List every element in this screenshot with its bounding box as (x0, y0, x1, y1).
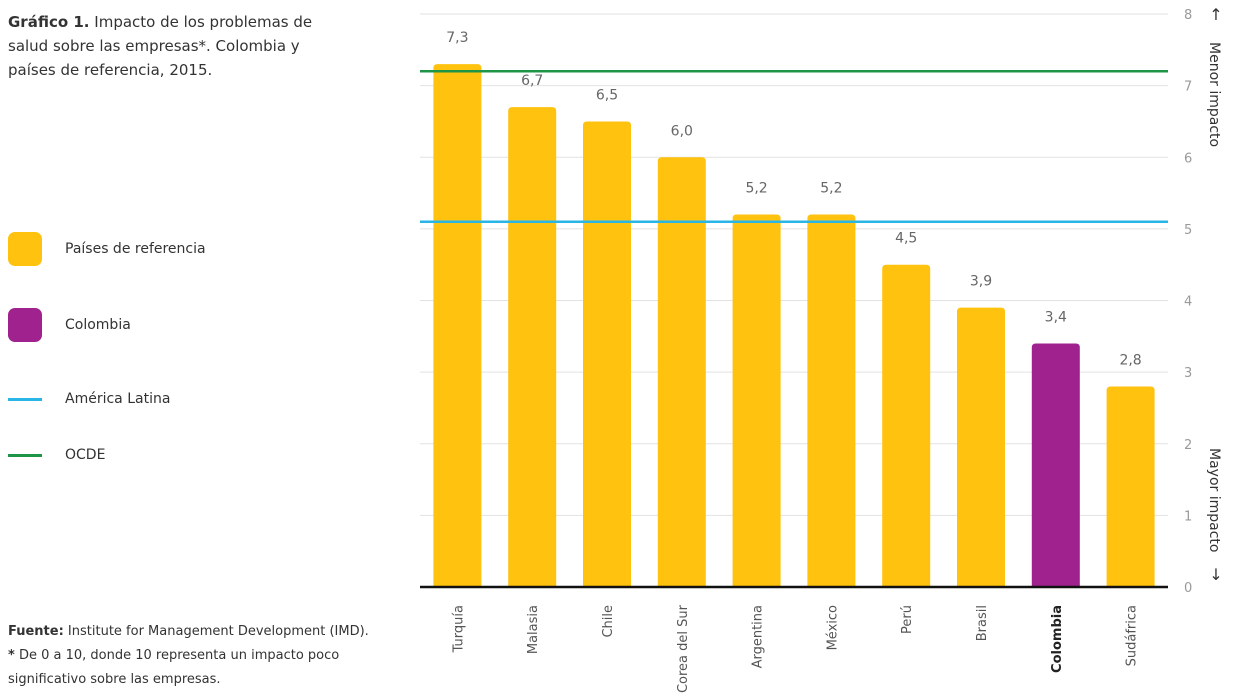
category-label-argentina: Argentina (751, 605, 766, 668)
legend-label-america-latina: América Latina (65, 391, 171, 407)
bars (433, 64, 1155, 588)
legend-item-paises-referencia: Países de referencia (8, 232, 268, 268)
category-label-turquia: Turquía (451, 605, 466, 653)
value-label-turquia: 7,3 (446, 30, 468, 46)
legend-swatch-colombia (8, 308, 42, 342)
legend-line-america-latina (8, 398, 42, 401)
category-labels: Turquía Malasia Chile Corea del Sur Argentin… (451, 604, 1139, 693)
footer-source-text: Institute for Management Development (IM… (63, 624, 369, 639)
bar-turquia (433, 64, 482, 587)
y-bottom-note: Mayor impacto (1206, 448, 1222, 552)
legend-item-ocde: OCDE (8, 438, 268, 474)
value-labels: 7,3 6,7 6,5 6,0 5,2 5,2 4,5 3,9 3,4 2,8 (446, 30, 1141, 368)
bar-malasia (508, 107, 557, 588)
category-label-peru: Perú (900, 605, 915, 634)
category-label-mexico: México (825, 605, 840, 650)
legend-label-paises-referencia: Países de referencia (65, 241, 206, 257)
bar-argentina (732, 214, 781, 588)
y-tick-5: 5 (1184, 223, 1192, 238)
chart-title-bold: Gráfico 1. (8, 13, 90, 31)
y-tick-8: 8 (1184, 8, 1192, 23)
legend-swatch-paises-referencia (8, 232, 42, 266)
chart-title-text: Impacto de los problemas de salud sobre … (8, 13, 313, 79)
bar-mexico (807, 214, 856, 588)
legend-item-colombia: Colombia (8, 308, 268, 344)
bar-chile (583, 121, 631, 587)
y-top-note: Menor impacto (1206, 42, 1222, 147)
legend-label-colombia: Colombia (65, 317, 131, 333)
value-label-sudafrica: 2,8 (1119, 352, 1141, 368)
y-tick-3: 3 (1184, 366, 1192, 381)
reference-lines (420, 70, 1168, 223)
category-label-sudafrica: Sudáfrica (1125, 605, 1140, 666)
footer-note: * De 0 a 10, donde 10 representa un impa… (8, 644, 408, 692)
y-axis-ticks: 0 1 2 3 4 5 6 7 8 (1184, 8, 1192, 596)
bar-corea-del-sur (657, 157, 706, 587)
y-tick-0: 0 (1184, 581, 1192, 596)
y-tick-7: 7 (1184, 80, 1192, 95)
value-label-argentina: 5,2 (745, 181, 767, 197)
value-label-corea-del-sur: 6,0 (671, 123, 693, 139)
value-label-malasia: 6,7 (521, 73, 543, 89)
y-tick-2: 2 (1184, 438, 1192, 453)
legend-label-ocde: OCDE (65, 447, 106, 463)
y-tick-4: 4 (1184, 295, 1192, 310)
y-tick-1: 1 (1184, 509, 1192, 524)
footer-note-text: De 0 a 10, donde 10 representa un impact… (8, 648, 340, 687)
bar-brasil (957, 307, 1005, 587)
value-label-brasil: 3,9 (970, 274, 992, 290)
category-label-colombia: Colombia (1050, 605, 1065, 673)
arrow-up-icon: ↑ (1209, 5, 1222, 24)
category-label-malasia: Malasia (526, 605, 541, 654)
footer-note-bold: * (8, 648, 15, 663)
legend-line-ocde (8, 454, 42, 457)
footer: Fuente: Institute for Management Develop… (8, 620, 408, 692)
bar-sudafrica (1106, 386, 1155, 587)
value-label-chile: 6,5 (596, 87, 618, 103)
legend-item-america-latina: América Latina (8, 382, 268, 418)
bar-peru (882, 264, 931, 587)
footer-source: Fuente: Institute for Management Develop… (8, 620, 408, 644)
category-label-brasil: Brasil (975, 605, 990, 641)
value-label-peru: 4,5 (895, 231, 917, 247)
arrow-down-icon: ↓ (1209, 565, 1222, 584)
chart-title: Gráfico 1. Impacto de los problemas de s… (8, 10, 338, 82)
value-label-mexico: 5,2 (820, 181, 842, 197)
category-label-chile: Chile (601, 605, 616, 638)
y-axis-notes: ↑ Menor impacto Mayor impacto ↓ (1206, 5, 1223, 584)
y-tick-6: 6 (1184, 151, 1192, 166)
category-label-corea-del-sur: Corea del Sur (676, 604, 691, 693)
bar-colombia (1031, 343, 1080, 587)
value-label-colombia: 3,4 (1045, 309, 1067, 325)
footer-source-bold: Fuente: (8, 624, 64, 639)
